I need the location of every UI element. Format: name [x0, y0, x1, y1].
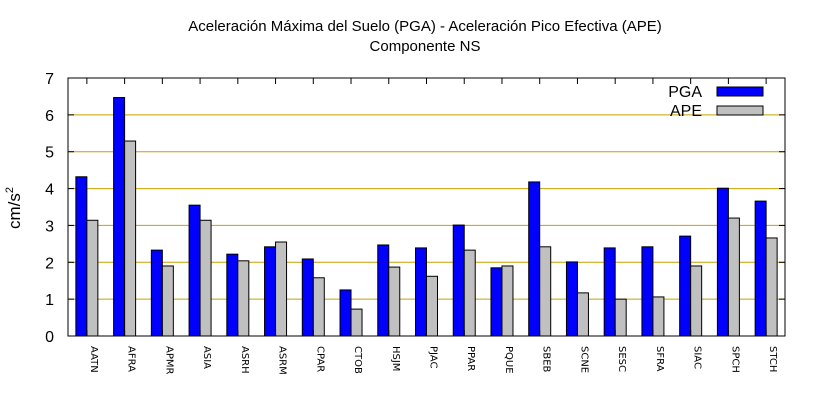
- y-tick-label: 5: [45, 145, 54, 162]
- bar-ape-siac: [690, 265, 703, 337]
- bar-ape-apmr: [161, 265, 174, 337]
- legend-swatch-pga: [716, 86, 764, 97]
- bars: [75, 97, 778, 337]
- legend-swatch-ape: [716, 105, 764, 116]
- y-tick-label: 3: [45, 218, 54, 235]
- y-tick-label: 4: [45, 182, 54, 199]
- y-axis-label: cm/s2: [4, 187, 24, 229]
- bar-pga-sbeb: [528, 181, 541, 337]
- x-tick-label: SIAC: [692, 346, 703, 369]
- legend-label-ape: APE: [670, 103, 702, 120]
- chart-subtitle: Componente NS: [370, 38, 481, 55]
- bar-pga-afra: [113, 97, 126, 337]
- bar-pga-ctob: [339, 289, 352, 337]
- bar-pga-scne: [565, 261, 578, 337]
- bar-ape-hsjm: [388, 266, 401, 337]
- bar-ape-ppar: [463, 249, 476, 337]
- x-tick-label: AATN: [88, 346, 99, 373]
- bar-pga-siac: [679, 235, 692, 337]
- x-tick-label: APMR: [163, 346, 174, 374]
- bar-ape-stch: [765, 237, 778, 337]
- x-tick-labels: AATN AFRA APMR ASIA ASRH ASRM CPAR CTOB HSJM PJAC…: [88, 346, 778, 375]
- x-tick-label: ASRH: [239, 346, 250, 374]
- plot-frame: [67, 77, 786, 337]
- axes: 0 1 2 3 4 5 6 7: [45, 71, 786, 346]
- x-tick-label: PJAC: [428, 346, 439, 368]
- bar-pga-aatn: [75, 176, 88, 337]
- bar-ape-ctob: [350, 308, 363, 337]
- bar-pga-pque: [490, 267, 503, 337]
- x-tick-label: CPAR: [314, 346, 325, 372]
- y-tick-label: 0: [45, 329, 54, 346]
- grid-lines: [68, 114, 785, 300]
- x-tick-label: ASRM: [277, 346, 288, 375]
- bar-ape-spch: [727, 217, 740, 337]
- x-tick-label: HSJM: [390, 346, 401, 371]
- bar-pga-cpar: [301, 258, 314, 337]
- bar-pga-asia: [188, 204, 201, 337]
- x-tick-label: CTOB: [352, 346, 363, 374]
- bar-ape-asrm: [275, 241, 288, 337]
- legend-label-pga: PGA: [668, 84, 702, 101]
- y-tick-label: 6: [45, 108, 54, 125]
- x-tick-label: ASIA: [201, 346, 212, 369]
- bar-ape-cpar: [312, 277, 325, 337]
- x-tick-label: SPCH: [729, 346, 740, 373]
- x-tick-label: AFRA: [126, 346, 137, 372]
- bar-ape-pjac: [426, 275, 438, 337]
- bar-ape-aatn: [86, 219, 99, 337]
- x-tick-label: SCNE: [578, 346, 589, 373]
- y-tick-label: 7: [45, 71, 54, 88]
- bar-ape-asia: [199, 219, 212, 337]
- y-tick-label: 1: [45, 292, 54, 309]
- x-tick-label: SBEB: [541, 346, 552, 373]
- bar-pga-apmr: [150, 249, 163, 337]
- bar-ape-pque: [501, 265, 514, 337]
- bar-ape-sfra: [652, 296, 665, 337]
- bar-pga-asrh: [226, 253, 239, 337]
- bar-pga-spch: [716, 187, 729, 337]
- legend: PGA APE: [668, 84, 764, 120]
- bar-pga-sfra: [641, 246, 654, 337]
- bar-pga-asrm: [264, 246, 277, 337]
- bar-pga-pjac: [415, 247, 427, 337]
- bar-pga-ppar: [452, 224, 465, 337]
- x-tick-label: PQUE: [503, 346, 514, 374]
- bar-ape-afra: [124, 140, 137, 337]
- x-tick-label: SESC: [616, 346, 627, 372]
- chart-title: Aceleración Máxima del Suelo (PGA) - Ace…: [188, 18, 662, 35]
- bar-ape-asrh: [237, 260, 250, 337]
- bar-ape-sbeb: [539, 246, 552, 337]
- bar-ape-scne: [576, 292, 589, 337]
- x-tick-label: STCH: [767, 346, 778, 372]
- bar-pga-stch: [754, 200, 767, 337]
- x-tick-label: PPAR: [465, 346, 476, 371]
- bar-pga-sesc: [603, 247, 616, 337]
- bar-pga-hsjm: [377, 244, 390, 337]
- y-tick-label: 2: [45, 255, 54, 272]
- x-tick-label: SFRA: [654, 346, 665, 372]
- bar-ape-sesc: [614, 298, 627, 337]
